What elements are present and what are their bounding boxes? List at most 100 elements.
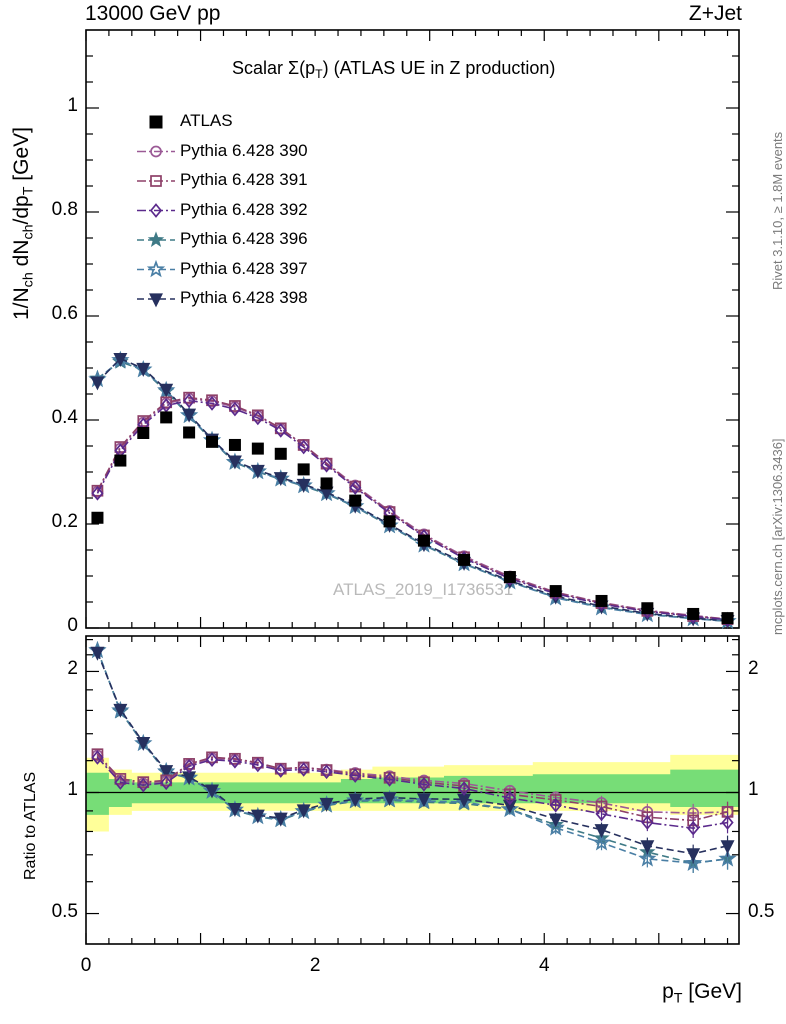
- data-marker: [687, 820, 700, 836]
- data-marker: [206, 435, 219, 448]
- data-marker: [320, 477, 333, 490]
- data-marker: [349, 480, 362, 495]
- data-marker: [296, 804, 311, 819]
- data-marker: [229, 400, 241, 412]
- data-marker: [149, 203, 163, 218]
- data-marker: [227, 455, 242, 470]
- legend-sample-0: [149, 115, 163, 129]
- data-marker: [720, 840, 735, 855]
- data-marker: [686, 848, 701, 863]
- x-tick-label: 2: [309, 955, 321, 976]
- series-line: [96, 753, 728, 822]
- data-marker: [250, 464, 265, 479]
- data-marker: [721, 815, 734, 830]
- data-marker: [721, 612, 734, 625]
- data-marker: [251, 757, 264, 773]
- main-panel-frame: [85, 29, 740, 629]
- data-marker: [273, 812, 288, 827]
- data-marker: [251, 410, 264, 426]
- data-marker: [183, 391, 195, 404]
- data-marker: [150, 175, 162, 187]
- data-marker: [296, 478, 311, 493]
- data-marker: [91, 748, 104, 761]
- y-tick-label-ratio: 2: [67, 658, 78, 680]
- series-line: [96, 399, 728, 621]
- data-marker: [251, 409, 264, 422]
- y-tick-label-main: 1: [67, 95, 78, 116]
- data-marker: [458, 553, 471, 566]
- data-marker: [274, 763, 287, 778]
- data-marker: [417, 534, 430, 547]
- data-marker: [113, 703, 128, 718]
- y-tick-label-ratio-right: 1: [748, 779, 759, 801]
- data-marker: [183, 758, 195, 770]
- series-pythia-6-428-398: [90, 646, 735, 864]
- data-marker: [382, 792, 397, 806]
- data-marker: [91, 750, 104, 765]
- data-marker: [592, 833, 611, 851]
- data-marker: [160, 775, 173, 791]
- plot-title: Scalar Σ(pT) (ATLAS UE in Z production): [232, 58, 556, 81]
- data-marker: [183, 426, 196, 439]
- data-marker: [146, 259, 166, 278]
- data-marker: [349, 494, 362, 507]
- data-marker: [182, 758, 196, 774]
- data-marker: [684, 853, 703, 872]
- legend-sample-6: [137, 293, 175, 308]
- data-marker: [595, 806, 608, 822]
- data-marker: [320, 457, 333, 473]
- y-tick-label-main: 0.8: [51, 199, 78, 220]
- data-marker: [250, 809, 265, 824]
- data-marker: [114, 775, 127, 790]
- legend-sample-3: [137, 203, 175, 218]
- x-tick-label: 4: [538, 955, 550, 976]
- legend-label-3: Pythia 6.428 392: [180, 199, 308, 219]
- series-line: [96, 650, 728, 865]
- data-marker: [549, 797, 562, 813]
- data-marker: [228, 753, 242, 769]
- data-marker: [718, 849, 737, 867]
- series-pythia-6-428-396: [89, 353, 736, 629]
- data-marker: [159, 765, 174, 780]
- header-collision-energy: 13000 GeV pp: [85, 2, 221, 25]
- data-marker: [147, 231, 165, 247]
- legend-sample-2: [137, 175, 175, 187]
- data-marker: [114, 773, 127, 785]
- legend-label-6: Pythia 6.428 398: [180, 288, 308, 307]
- data-marker: [91, 485, 104, 501]
- data-marker: [457, 781, 471, 796]
- data-marker: [383, 515, 396, 528]
- data-marker: [159, 383, 174, 398]
- y-tick-label-ratio-right: 2: [748, 658, 759, 680]
- data-marker: [548, 813, 563, 828]
- data-marker: [206, 394, 218, 407]
- data-marker: [251, 442, 264, 455]
- data-marker: [319, 797, 334, 812]
- data-marker: [320, 764, 333, 780]
- data-marker: [503, 790, 516, 806]
- data-marker: [205, 752, 219, 767]
- data-marker: [227, 802, 242, 817]
- data-marker: [90, 646, 105, 661]
- data-marker: [91, 484, 104, 497]
- data-marker: [228, 401, 242, 417]
- data-marker: [150, 145, 162, 158]
- data-marker: [149, 293, 163, 308]
- data-marker: [417, 776, 431, 792]
- legend-sample-1: [137, 145, 175, 158]
- data-marker: [136, 736, 151, 751]
- data-marker: [160, 396, 173, 409]
- series-line: [96, 649, 728, 865]
- series-line: [96, 396, 728, 620]
- y-tick-label-main: 0: [67, 615, 78, 636]
- data-marker: [503, 571, 516, 584]
- ratio-panel-frame: [85, 635, 740, 945]
- data-marker: [205, 784, 219, 799]
- legend-sample-4: [137, 231, 175, 247]
- legend-label-0: ATLAS: [180, 111, 233, 130]
- data-marker: [297, 439, 310, 455]
- data-marker: [274, 423, 287, 438]
- y-tick-label-main: 0.6: [51, 303, 78, 324]
- data-marker: [641, 815, 654, 830]
- data-marker: [383, 772, 396, 787]
